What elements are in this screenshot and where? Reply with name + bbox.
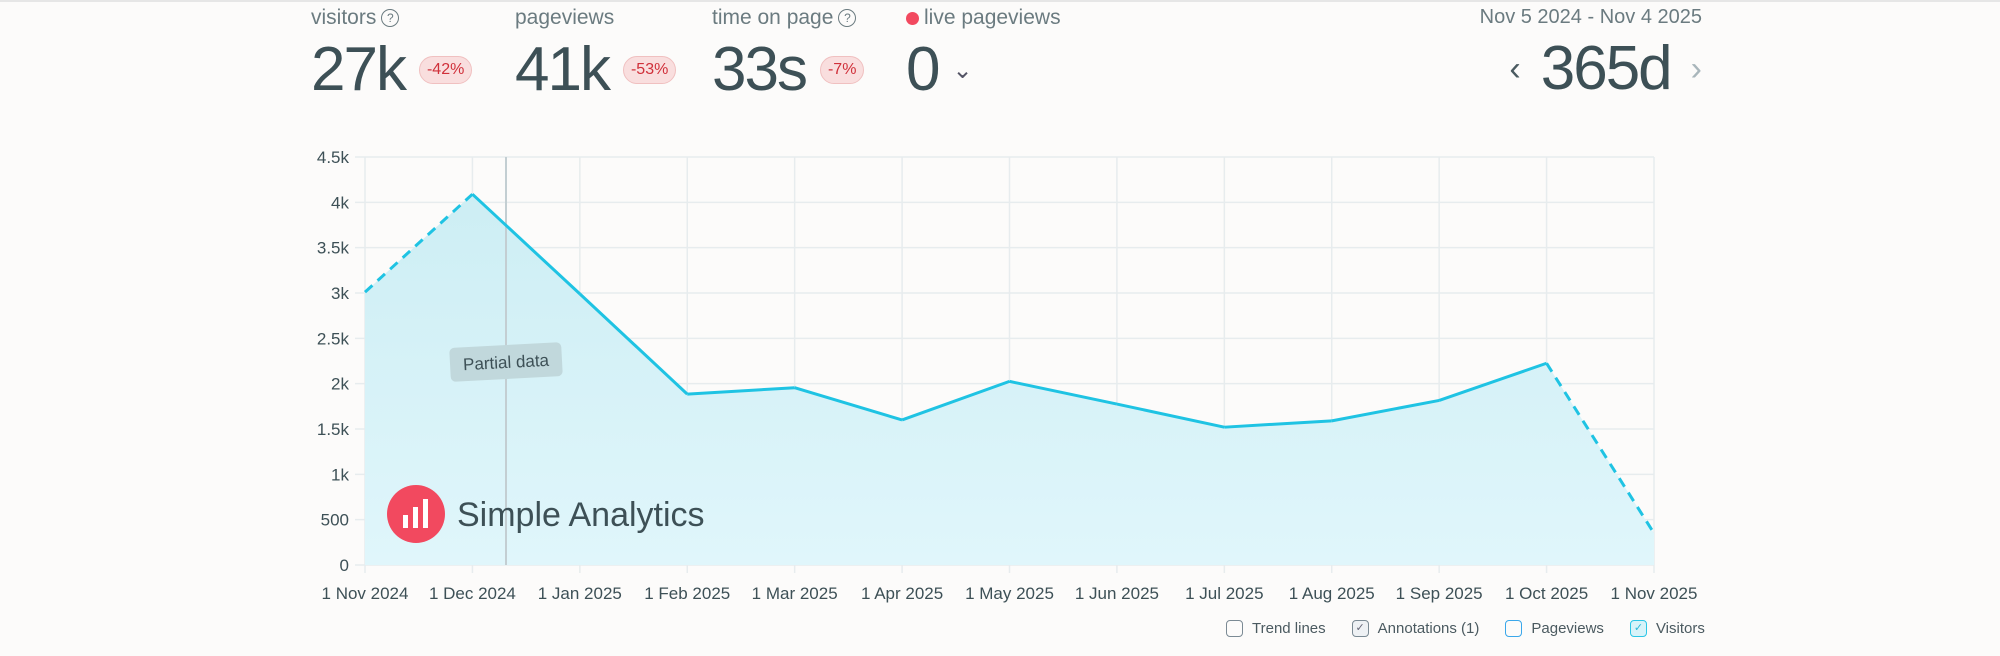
metric-value: 33s xyxy=(712,35,808,104)
x-tick-label: 1 Sep 2025 xyxy=(1396,584,1483,603)
visitors-chart: Partial data 0 500 1k 1.5k 2k 2.5k 3k 3.5k 4k 4.5… xyxy=(317,148,1698,603)
y-tick-label: 4.5k xyxy=(317,148,350,167)
chevron-right-icon[interactable]: › xyxy=(1690,49,1702,88)
y-tick-label: 500 xyxy=(321,511,349,530)
metric-live-pageviews[interactable]: live pageviews 0 ⌄ xyxy=(906,6,1061,108)
metric-visitors: visitors? 27k -42% xyxy=(311,6,473,108)
help-icon[interactable]: ? xyxy=(838,9,857,27)
metric-value: 0 xyxy=(906,35,941,104)
x-tick-label: 1 Dec 2024 xyxy=(429,584,516,603)
metric-label: time on page xyxy=(712,6,834,29)
line-segment xyxy=(1116,402,1225,429)
checkbox-checked-icon[interactable]: ✓ xyxy=(1629,620,1647,637)
y-tick-label: 1k xyxy=(331,465,349,484)
x-tick-label: 1 Jan 2025 xyxy=(538,584,622,603)
legend-label: Annotations (1) xyxy=(1377,620,1480,637)
chart-legend: Trend lines ✓ Annotations (1) Pageviews ✓… xyxy=(1226,620,1705,637)
metric-label: visitors xyxy=(311,6,377,29)
y-tick-label: 2k xyxy=(331,375,349,394)
live-dot-icon xyxy=(906,11,919,25)
y-tick-label: 0 xyxy=(340,556,349,575)
x-tick-label: 1 Feb 2025 xyxy=(644,584,730,603)
line-segment xyxy=(471,193,581,296)
y-tick-label: 2.5k xyxy=(317,329,350,348)
partial-line-segment xyxy=(363,193,474,294)
change-badge: -7% xyxy=(819,56,865,84)
line-segment xyxy=(578,292,689,396)
line-segment xyxy=(1224,419,1332,429)
metric-time-on-page: time on page? 33s -7% xyxy=(712,6,865,108)
change-badge: -53% xyxy=(622,56,677,84)
brand-logo: Simple Analytics xyxy=(387,485,705,543)
y-tick-label: 1.5k xyxy=(317,420,350,439)
x-tick-label: 1 Aug 2025 xyxy=(1289,584,1375,603)
line-segment xyxy=(1331,398,1440,423)
help-icon[interactable]: ? xyxy=(381,9,400,27)
change-badge: -42% xyxy=(418,56,473,84)
toggle-trend-lines[interactable]: Trend lines xyxy=(1226,620,1326,637)
chevron-left-icon[interactable]: ‹ xyxy=(1509,49,1521,88)
period-value[interactable]: 365d xyxy=(1540,34,1673,103)
checkbox-checked-icon[interactable]: ✓ xyxy=(1351,620,1369,637)
line-segment xyxy=(1009,379,1118,406)
metric-value: 41k xyxy=(515,35,611,104)
toggle-annotations[interactable]: ✓ Annotations (1) xyxy=(1351,620,1480,637)
checkbox-icon[interactable] xyxy=(1226,620,1243,637)
date-range-label[interactable]: Nov 5 2024 - Nov 4 2025 xyxy=(1479,6,1702,28)
line-segment xyxy=(901,379,1011,422)
legend-label: Trend lines xyxy=(1252,620,1326,637)
chevron-down-icon[interactable]: ⌄ xyxy=(952,56,973,84)
y-tick-label: 3.5k xyxy=(317,239,350,258)
legend-label: Visitors xyxy=(1655,620,1705,637)
visitors-area xyxy=(365,194,1654,565)
x-tick-label: 1 May 2025 xyxy=(965,584,1054,603)
svg-text:Partial data: Partial data xyxy=(463,351,550,375)
x-tick-label: 1 Jul 2025 xyxy=(1185,584,1263,603)
date-range: Nov 5 2024 - Nov 4 2025 ‹ 365d › xyxy=(1480,6,1702,107)
toggle-pageviews[interactable]: Pageviews xyxy=(1505,620,1604,637)
metric-value: 27k xyxy=(311,35,407,104)
metric-label: live pageviews xyxy=(924,6,1061,29)
line-segment xyxy=(687,386,795,396)
brand-name: Simple Analytics xyxy=(457,496,705,534)
x-tick-label: 1 Jun 2025 xyxy=(1075,584,1159,603)
x-tick-label: 1 Mar 2025 xyxy=(752,584,838,603)
x-tick-label: 1 Apr 2025 xyxy=(861,584,943,603)
line-segment xyxy=(794,386,903,422)
y-tick-label: 3k xyxy=(331,284,349,303)
legend-label: Pageviews xyxy=(1531,620,1604,637)
x-tick-label: 1 Nov 2024 xyxy=(322,584,409,603)
line-segment xyxy=(1438,361,1548,402)
y-tick-label: 4k xyxy=(331,193,349,212)
metric-pageviews: pageviews 41k -53% xyxy=(515,6,677,108)
x-tick-label: 1 Nov 2025 xyxy=(1611,584,1698,603)
toggle-visitors[interactable]: ✓ Visitors xyxy=(1629,620,1705,637)
annotation-label[interactable]: Partial data xyxy=(449,342,563,382)
checkbox-icon[interactable] xyxy=(1505,620,1523,637)
metric-label: pageviews xyxy=(515,6,615,29)
x-tick-label: 1 Oct 2025 xyxy=(1505,584,1588,603)
